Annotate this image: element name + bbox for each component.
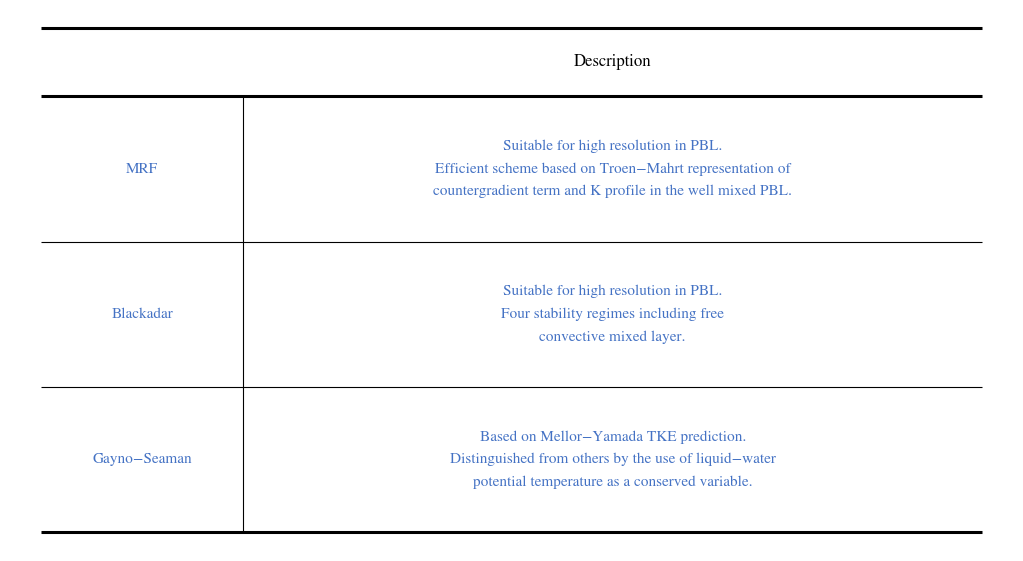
Text: Description: Description	[574, 54, 652, 70]
Text: Based on Mellor−Yamada TKE prediction.
Distinguished from others by the use of l: Based on Mellor−Yamada TKE prediction. D…	[450, 430, 775, 489]
Text: Suitable for high resolution in PBL.
Four stability regimes including free
conve: Suitable for high resolution in PBL. Fou…	[501, 285, 724, 344]
Text: Blackadar: Blackadar	[112, 307, 173, 321]
Text: Suitable for high resolution in PBL.
Efficient scheme based on Troen−Mahrt repre: Suitable for high resolution in PBL. Eff…	[433, 140, 792, 199]
Text: MRF: MRF	[126, 162, 159, 176]
Text: Gayno−Seaman: Gayno−Seaman	[92, 453, 192, 466]
